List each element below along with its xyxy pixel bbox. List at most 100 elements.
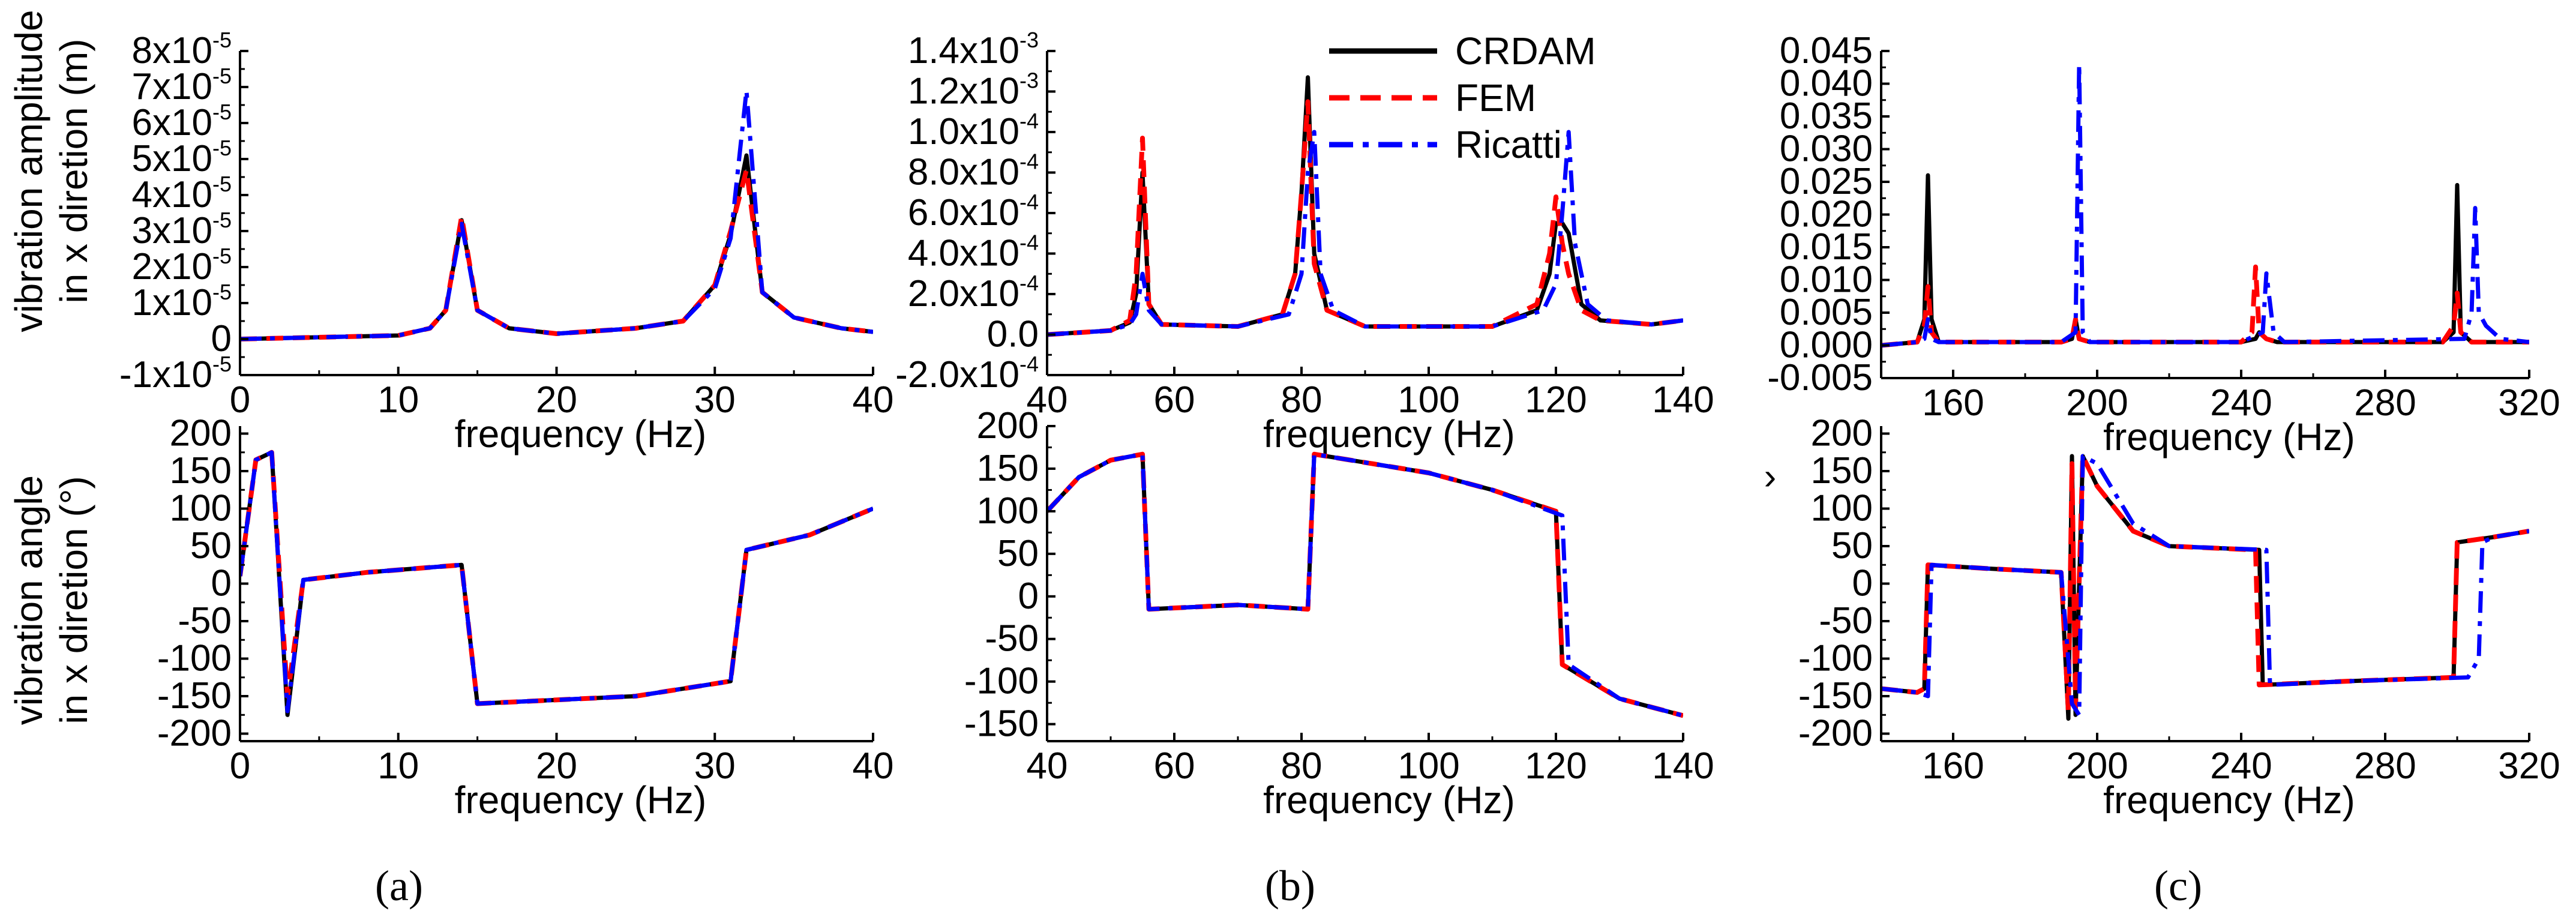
y-tick-label: 0.020 xyxy=(1780,194,1873,235)
x-tick-label: 0 xyxy=(230,379,250,421)
ylabel-amplitude-line2: in x diretion (m) xyxy=(52,39,95,304)
y-tick-label: 0 xyxy=(211,563,232,604)
series-group xyxy=(1881,62,2529,348)
y-tick-label: 0 xyxy=(211,318,232,359)
y-tick-label: 1.4x10-3 xyxy=(908,28,1039,71)
ylabel-angle-line1: vibration angle xyxy=(7,475,50,725)
x-tick-label: 10 xyxy=(377,745,419,787)
x-axis-label: frequency (Hz) xyxy=(2103,415,2355,458)
y-tick-label: -0.005 xyxy=(1767,357,1873,398)
series-line-ricatti xyxy=(1881,454,2529,717)
y-tick-label: -1x10-5 xyxy=(119,352,232,395)
x-axis-label: frequency (Hz) xyxy=(455,778,707,822)
y-tick-label: 200 xyxy=(170,413,232,454)
series-line-ricatti xyxy=(240,450,873,714)
series-line-fem xyxy=(1047,99,1683,337)
stray-mark: › xyxy=(1764,456,1777,498)
y-tick-label: 200 xyxy=(1811,413,1873,454)
x-tick-label: 60 xyxy=(1154,379,1195,421)
y-tick-label: 100 xyxy=(170,488,232,529)
x-tick-label: 40 xyxy=(1027,745,1068,787)
chart-b-angle: 40 60 80 100 120 140-150-100-50050100150200fr… xyxy=(964,405,1714,822)
series-line-ricatti xyxy=(1047,452,1683,718)
chart-a-angle: 0 10 20 30 40-200-150-100-50050100150200freq… xyxy=(157,413,894,822)
y-tick-label: 1.0x10-4 xyxy=(908,109,1039,152)
y-tick-label: -2.0x10-4 xyxy=(895,352,1039,395)
series-line-crdam xyxy=(240,153,873,341)
x-tick-label: 10 xyxy=(377,379,419,421)
y-tick-label: -100 xyxy=(157,638,232,679)
panel-label-a: (a) xyxy=(375,862,423,910)
x-axis-label: frequency (Hz) xyxy=(455,412,707,455)
y-tick-label: -150 xyxy=(157,675,232,717)
x-tick-label: 160 xyxy=(1922,382,1984,424)
series-line-crdam xyxy=(1047,75,1683,337)
series-line-ricatti xyxy=(1881,62,2529,347)
y-tick-label: 8.0x10-4 xyxy=(908,149,1039,193)
y-tick-label: 0.010 xyxy=(1780,259,1873,301)
x-tick-label: 30 xyxy=(694,379,736,421)
y-tick-label: 50 xyxy=(1831,525,1873,567)
y-tick-label: -50 xyxy=(178,600,232,642)
x-tick-label: 280 xyxy=(2354,745,2416,787)
x-tick-label: 280 xyxy=(2354,382,2416,424)
series-group xyxy=(240,449,873,717)
y-tick-label: -50 xyxy=(985,618,1039,660)
x-tick-label: 40 xyxy=(1027,379,1068,421)
x-axis-label: frequency (Hz) xyxy=(1263,778,1515,822)
y-tick-label: 0.0 xyxy=(987,314,1039,355)
y-tick-label: 2.0x10-4 xyxy=(908,271,1039,314)
y-tick-label: -150 xyxy=(964,703,1039,745)
y-tick-label: 0.035 xyxy=(1780,95,1873,137)
chart-c-amplitude: 160 200 240 280 320 -0.0050.0000.0050.0100.01… xyxy=(1767,30,2560,458)
y-tick-label: 3x10-5 xyxy=(132,208,232,251)
series-line-ricatti xyxy=(1047,130,1683,337)
x-tick-label: 140 xyxy=(1652,745,1714,787)
y-tick-label: 100 xyxy=(977,490,1039,532)
panel-label-b: (b) xyxy=(1265,862,1315,910)
x-tick-label: 320 xyxy=(2498,745,2560,787)
x-tick-label: 40 xyxy=(853,379,894,421)
y-tick-label: 5x10-5 xyxy=(132,136,232,179)
x-tick-label: 0 xyxy=(230,745,250,787)
legend-label-ricatti: Ricatti xyxy=(1455,123,1562,166)
y-tick-label: 0.040 xyxy=(1780,63,1873,104)
series-group xyxy=(1047,75,1683,337)
legend-label-crdam: CRDAM xyxy=(1455,29,1596,73)
x-tick-label: 100 xyxy=(1398,379,1459,421)
chart-c-angle: 160 200 240 280 320-200-150-100-500501001502… xyxy=(1798,413,2560,822)
series-group xyxy=(1047,451,1683,718)
y-tick-label: 6x10-5 xyxy=(132,100,232,143)
y-tick-label: -100 xyxy=(964,661,1039,702)
x-tick-label: 240 xyxy=(2210,382,2272,424)
y-tick-label: 8x10-5 xyxy=(132,28,232,71)
series-group xyxy=(1881,454,2529,721)
chart-a-amplitude: 0 10 20 30 40-1x10-501x10-52x10-53x10-54x10-… xyxy=(119,28,894,455)
series-line-fem xyxy=(1881,454,2529,714)
x-tick-label: 20 xyxy=(536,745,577,787)
y-tick-label: 150 xyxy=(170,450,232,492)
y-tick-label: 50 xyxy=(997,533,1039,574)
x-tick-label: 120 xyxy=(1525,745,1587,787)
x-axis-label: frequency (Hz) xyxy=(2103,778,2355,822)
panel-label-c: (c) xyxy=(2154,862,2202,910)
x-axis-label: frequency (Hz) xyxy=(1263,412,1515,455)
series-line-fem xyxy=(1881,264,2529,348)
x-tick-label: 80 xyxy=(1281,745,1323,787)
series-group xyxy=(240,88,873,341)
y-tick-label: 1x10-5 xyxy=(132,280,232,323)
y-tick-label: 7x10-5 xyxy=(132,64,232,107)
x-tick-label: 200 xyxy=(2066,745,2128,787)
y-tick-label: 150 xyxy=(977,448,1039,489)
x-tick-label: 240 xyxy=(2210,745,2272,787)
y-tick-label: 2x10-5 xyxy=(132,244,232,287)
y-tick-label: 0.000 xyxy=(1780,325,1873,366)
ylabel-angle-line2: in x diretion (°) xyxy=(52,476,95,724)
x-tick-label: 60 xyxy=(1154,745,1195,787)
y-tick-label: 6.0x10-4 xyxy=(908,190,1039,233)
y-tick-label: 0.025 xyxy=(1780,161,1873,202)
charts-group: 0 10 20 30 40-1x10-501x10-52x10-53x10-54x10-… xyxy=(119,28,2560,822)
x-tick-label: 200 xyxy=(2066,382,2128,424)
x-tick-label: 120 xyxy=(1525,379,1587,421)
